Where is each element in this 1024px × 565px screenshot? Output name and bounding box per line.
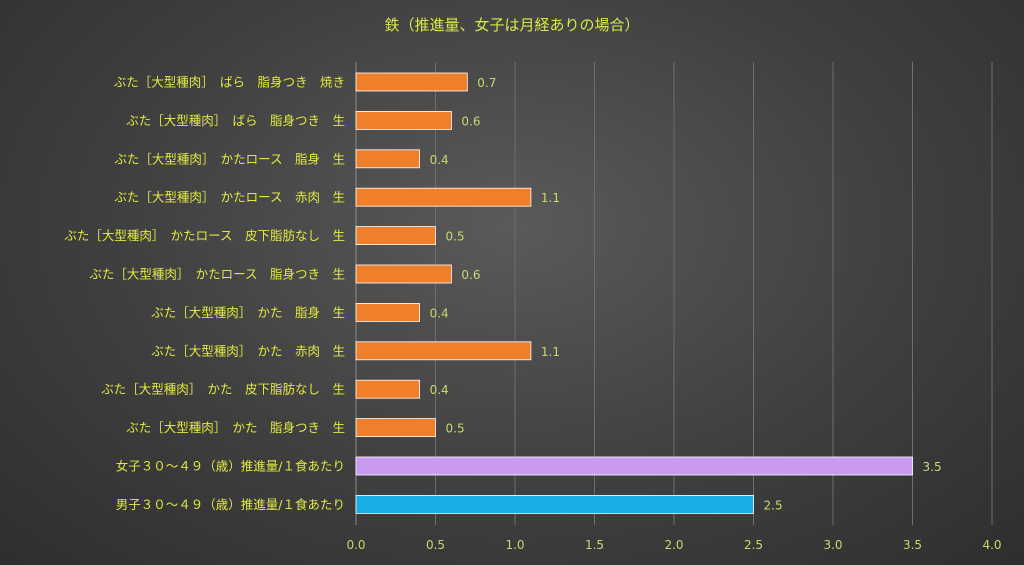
- x-tick-label: 3.0: [823, 538, 842, 552]
- bar-0: [355, 72, 468, 92]
- data-label: 0.7: [477, 76, 496, 90]
- data-label: 0.5: [446, 230, 465, 244]
- label-layer: 0.0 0.5 1.0 1.5 2.0 2.5 3.0 3.5 4.0 ぶた［大型種肉］ ばら 脂…: [64, 75, 1001, 553]
- category-label: 男子３０～４９（歳）推進量/１食あたり: [116, 497, 345, 512]
- category-label: ぶた［大型種肉］ かた 皮下脂肪なし 生: [101, 382, 345, 397]
- data-label: 3.5: [923, 460, 942, 474]
- category-label: 女子３０～４９（歳）推進量/１食あたり: [116, 459, 345, 474]
- data-label: 1.1: [541, 345, 560, 359]
- bar-8: [355, 379, 420, 399]
- x-tick-label: 0.0: [346, 538, 365, 552]
- bar-3: [355, 187, 532, 207]
- bar-5: [355, 264, 452, 284]
- category-label: ぶた［大型種肉］ ばら 脂身つき 生: [126, 113, 345, 128]
- bar-10: [355, 456, 913, 476]
- data-label: 0.4: [430, 383, 449, 397]
- category-label: ぶた［大型種肉］ かたロース 脂身 生: [114, 151, 345, 166]
- bar-layer: [355, 72, 913, 514]
- data-label: 0.4: [430, 153, 449, 167]
- data-label: 1.1: [541, 191, 560, 205]
- x-tick-label: 1.0: [505, 538, 524, 552]
- bar-4: [355, 226, 436, 246]
- data-label: 0.5: [446, 422, 465, 436]
- x-tick-label: 0.5: [426, 538, 445, 552]
- category-label: ぶた［大型種肉］ かたロース 皮下脂肪なし 生: [64, 228, 345, 243]
- x-tick-label: 2.5: [744, 538, 763, 552]
- data-label: 0.6: [461, 268, 480, 282]
- category-label: ぶた［大型種肉］ ばら 脂身つき 焼き: [114, 75, 345, 90]
- x-tick-label: 4.0: [982, 538, 1001, 552]
- grid-layer: [355, 62, 993, 525]
- bar-2: [355, 149, 420, 169]
- data-label: 0.4: [430, 306, 449, 320]
- category-label: ぶた［大型種肉］ かた 赤肉 生: [151, 343, 345, 358]
- data-label: 2.5: [764, 498, 783, 512]
- data-label: 0.6: [461, 114, 480, 128]
- category-label: ぶた［大型種肉］ かたロース 赤肉 生: [114, 190, 345, 205]
- bar-7: [355, 341, 532, 361]
- bar-9: [355, 418, 436, 438]
- x-tick-label: 1.5: [585, 538, 604, 552]
- bar-1: [355, 111, 452, 130]
- category-label: ぶた［大型種肉］ かた 脂身 生: [151, 305, 345, 320]
- bar-6: [355, 302, 420, 322]
- chart-title: 鉄（推進量、女子は月経ありの場合）: [384, 16, 639, 34]
- bar-11: [355, 494, 754, 514]
- x-tick-label: 2.0: [664, 538, 683, 552]
- category-label: ぶた［大型種肉］ かた 脂身つき 生: [126, 420, 345, 435]
- category-label: ぶた［大型種肉］ かたロース 脂身つき 生: [89, 267, 345, 282]
- x-tick-label: 3.5: [903, 538, 922, 552]
